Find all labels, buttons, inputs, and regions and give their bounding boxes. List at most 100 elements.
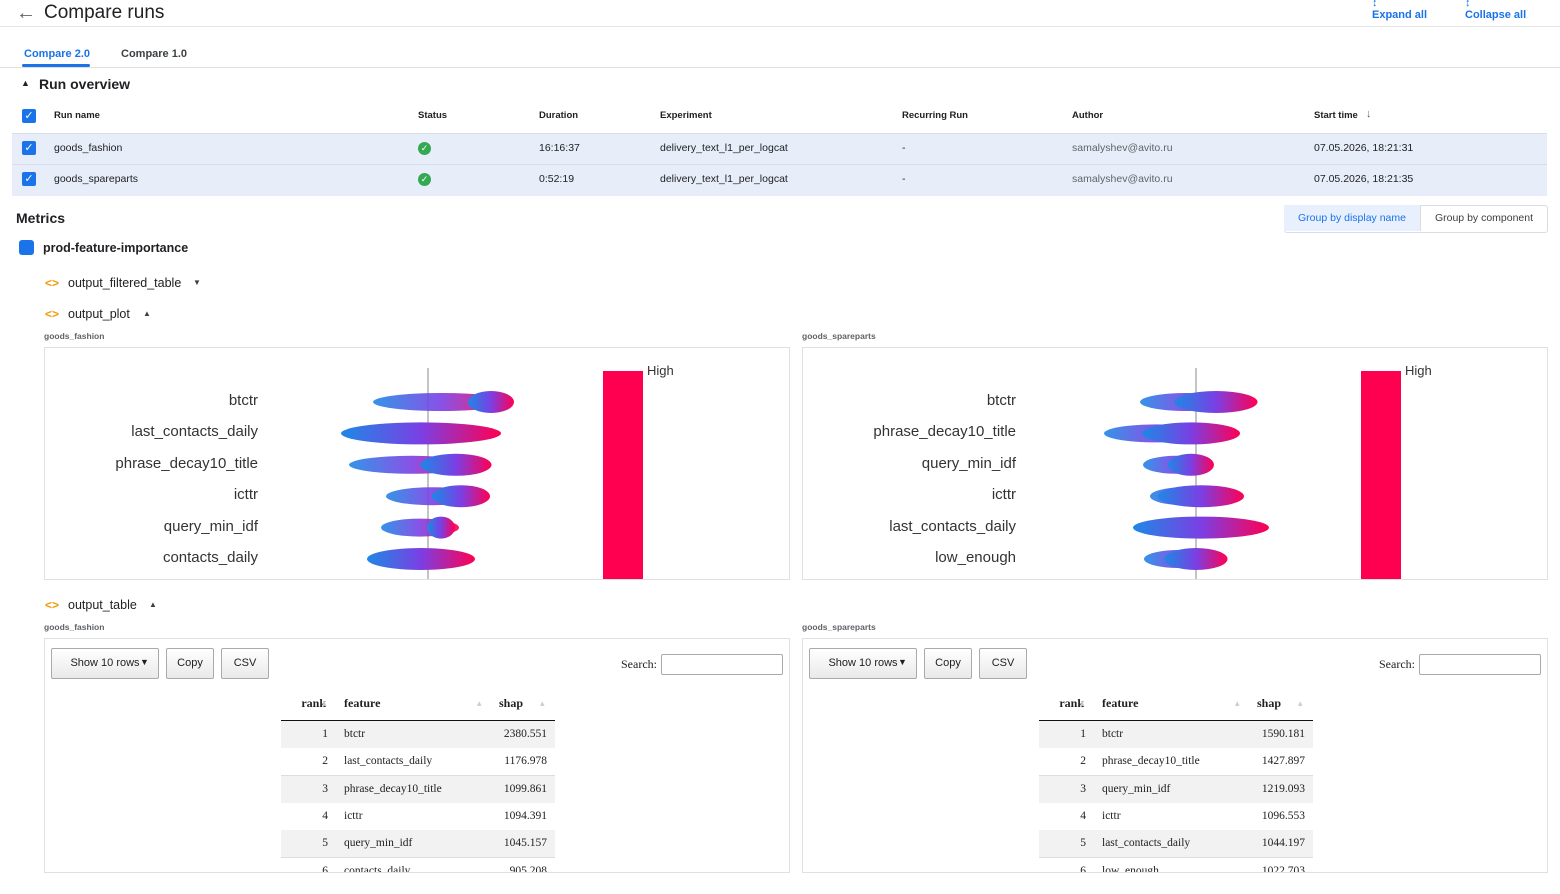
checkbox[interactable]: ✓ — [22, 172, 36, 186]
artifact-toggle[interactable]: ▲ — [143, 309, 151, 318]
run-cell: goods_fashion — [54, 142, 123, 154]
length-button[interactable]: Show 10 rows — [809, 648, 917, 679]
shap-plot — [811, 356, 1433, 579]
table-header[interactable]: shap — [1257, 696, 1282, 710]
artifact-name[interactable]: output_table — [68, 598, 137, 612]
table-cell: 4 — [1080, 809, 1086, 822]
color-bar — [1361, 371, 1401, 579]
table-cell: 1096.553 — [1261, 809, 1305, 822]
table-row — [1039, 802, 1313, 831]
feature-label: phrase_decay10_title — [115, 454, 258, 472]
sort-icon[interactable]: ▴ — [1080, 698, 1085, 708]
sort-icon[interactable]: ↓ — [1366, 108, 1372, 120]
artifact-icon: <> — [45, 276, 60, 290]
table-panel: Show 10 rows ▼ Copy CSV Search: rank ▴ feature ▴… — [44, 638, 790, 873]
table-header[interactable]: feature — [344, 696, 381, 710]
search-label: Search: — [621, 657, 657, 671]
run-label: goods_fashion — [44, 622, 105, 632]
group-button[interactable]: Group by display name — [1284, 205, 1421, 231]
column-header: Author — [1072, 110, 1104, 121]
run-cell: 0:52:19 — [539, 173, 575, 185]
csv-button[interactable]: CSV — [221, 648, 269, 679]
status-icon: ✓ — [418, 173, 431, 186]
sort-icon[interactable]: ▴ — [322, 698, 327, 708]
component-icon — [19, 240, 34, 255]
table-row — [281, 775, 555, 804]
table-header[interactable]: rank — [1059, 696, 1084, 710]
table-cell: 3 — [1080, 782, 1086, 795]
swarm — [432, 485, 490, 508]
table-header[interactable]: shap — [499, 696, 524, 710]
csv-button[interactable]: CSV — [979, 648, 1027, 679]
feature-label: btctr — [986, 392, 1016, 409]
table-row — [1039, 721, 1313, 749]
table-cell: 4 — [322, 809, 328, 822]
table-cell: 1099.861 — [503, 782, 547, 795]
table-cell: 6 — [322, 864, 328, 873]
table-cell: 1044.197 — [1261, 837, 1305, 850]
collapse-icon: ↕ — [1465, 0, 1471, 9]
feature-label: query_min_idf — [163, 517, 258, 535]
search-input[interactable] — [661, 654, 783, 675]
column-header: Status — [418, 110, 448, 121]
copy-button[interactable]: Copy — [924, 648, 972, 679]
artifact-name[interactable]: output_plot — [68, 307, 130, 321]
sort-icon[interactable]: ▴ — [1298, 698, 1303, 708]
dropdown-caret[interactable]: ▼ — [140, 657, 149, 667]
swarm — [1142, 422, 1240, 445]
collapse-toggle[interactable]: ▲ — [21, 78, 30, 88]
run-cell: 07.05.2026, 18:21:35 — [1314, 173, 1414, 185]
back-button[interactable]: ← — [16, 2, 36, 24]
table-cell: low_enough — [1102, 864, 1159, 873]
table-cell: 1427.897 — [1261, 755, 1305, 768]
swarm — [420, 453, 492, 476]
length-button[interactable]: Show 10 rows — [51, 648, 159, 679]
color-bar-label: High — [647, 363, 674, 378]
swarm — [468, 391, 514, 413]
table-cell: 1 — [322, 728, 328, 740]
table-panel: Show 10 rows ▼ Copy CSV Search: rank ▴ feature ▴… — [802, 638, 1548, 873]
status-icon: ✓ — [418, 142, 431, 155]
tabs-divider — [0, 67, 1560, 68]
tab[interactable]: Compare 2.0 — [24, 48, 91, 60]
run-cell: delivery_text_l1_per_logcat — [660, 142, 788, 154]
table-cell: 1022.703 — [1261, 864, 1305, 873]
artifact-toggle[interactable]: ▼ — [193, 278, 201, 287]
sort-icon[interactable]: ▴ — [477, 698, 482, 708]
column-header: Duration — [539, 110, 579, 121]
section-title: Run overview — [39, 76, 131, 92]
table-cell: 5 — [1080, 837, 1086, 850]
table-header[interactable]: feature — [1102, 696, 1139, 710]
sort-icon[interactable]: ▴ — [540, 698, 545, 708]
feature-label: low_enough — [935, 549, 1016, 566]
table-header[interactable]: rank — [301, 696, 326, 710]
run-row — [12, 133, 1547, 165]
expand-all[interactable]: ↕ Expand all — [1372, 0, 1427, 21]
collapse-all[interactable]: ↕ Collapse all — [1465, 0, 1526, 21]
checkbox[interactable]: ✓ — [22, 141, 36, 155]
table-cell: query_min_idf — [1102, 782, 1171, 795]
table-cell: 1 — [1080, 728, 1086, 740]
table-cell: 1176.978 — [504, 755, 547, 768]
copy-button[interactable]: Copy — [166, 648, 214, 679]
dropdown-caret[interactable]: ▼ — [898, 657, 907, 667]
swarm — [341, 422, 501, 445]
sort-icon[interactable]: ▴ — [1235, 698, 1240, 708]
artifact-name[interactable]: output_filtered_table — [68, 276, 182, 290]
column-header[interactable]: Start time — [1314, 110, 1358, 121]
swarm — [427, 516, 455, 539]
checkbox[interactable]: ✓ — [22, 109, 36, 123]
table-row — [281, 748, 555, 777]
run-label: goods_fashion — [44, 331, 105, 341]
artifact-toggle[interactable]: ▲ — [149, 600, 157, 609]
expand-all-text: Expand all — [1372, 9, 1428, 21]
feature-label: icttr — [991, 486, 1016, 504]
color-bar — [603, 371, 643, 579]
tab[interactable]: Compare 1.0 — [121, 48, 188, 60]
table-row — [281, 802, 555, 831]
group-button[interactable]: Group by component — [1434, 212, 1534, 224]
feature-label: last_contacts_daily — [131, 423, 258, 441]
run-cell: delivery_text_l1_per_logcat — [660, 173, 788, 185]
search-input[interactable] — [1419, 654, 1541, 675]
